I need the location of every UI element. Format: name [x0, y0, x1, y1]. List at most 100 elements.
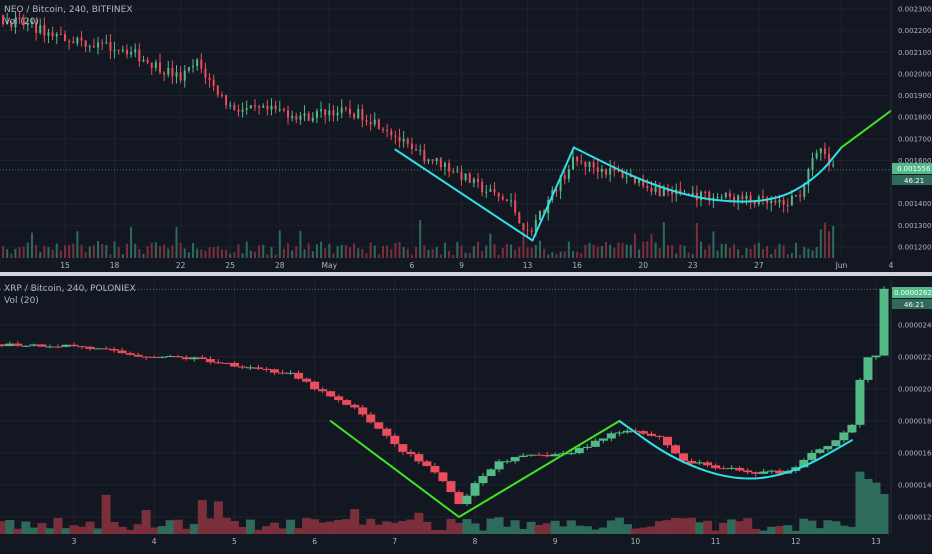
xrp-price-tick: 0.00001400	[898, 482, 932, 490]
neo-volume-bar	[390, 249, 393, 258]
neo-volume-bar	[733, 244, 736, 258]
xrp-candle-body	[743, 470, 753, 473]
xrp-volume-bar	[638, 527, 648, 534]
neo-candle-body	[225, 95, 228, 106]
xrp-price-tick: 0.00002200	[898, 354, 932, 362]
xrp-volume-bar	[534, 524, 544, 534]
neo-volume-bar	[543, 248, 546, 258]
xrp-cyan-curve[interactable]	[618, 420, 853, 480]
neo-volume-bar	[320, 241, 323, 258]
neo-candle-body	[179, 72, 182, 81]
neo-volume-bar	[35, 245, 38, 258]
xrp-candle-body	[502, 461, 512, 463]
xrp-volume-bar	[245, 519, 255, 534]
neo-candle-body	[80, 37, 83, 41]
xrp-candle-body	[109, 349, 119, 351]
neo-candle-body	[518, 212, 521, 224]
neo-volume-bar	[633, 233, 636, 258]
neo-volume-bars	[2, 220, 835, 258]
xrp-candle-body	[13, 343, 23, 346]
xrp-candles	[0, 286, 889, 506]
xrp-btc-panel[interactable]: 0.00002400 0.00002200 0.00002000 0.00001800…	[0, 278, 932, 546]
xrp-date-tick: 13	[871, 537, 881, 546]
neo-volume-bar	[303, 249, 306, 258]
xrp-candle-body	[406, 451, 416, 455]
neo-volume-bar	[518, 246, 521, 258]
xrp-candle-body	[494, 461, 504, 470]
neo-date-tick: 22	[176, 261, 186, 270]
xrp-candle-body	[454, 492, 464, 505]
neo-time-axis[interactable]: 15 18 22 25 28 May 6 9 13 16 20 23 27 Jun 4	[60, 261, 893, 270]
neo-volume-bar	[158, 246, 161, 258]
xrp-date-tick: 9	[553, 537, 558, 546]
xrp-volume-bar	[510, 520, 520, 534]
neo-volume-bar	[526, 247, 529, 258]
xrp-candle-body	[253, 367, 263, 369]
neo-candle-body	[394, 135, 397, 137]
xrp-candle-body	[638, 431, 648, 434]
neo-candle-body	[295, 116, 298, 120]
xrp-candle-body	[261, 368, 271, 370]
neo-candle-body	[287, 110, 290, 118]
xrp-candle-body	[374, 422, 384, 429]
neo-cyan-line-1[interactable]	[394, 146, 575, 242]
neo-volume-bar	[97, 241, 100, 258]
neo-volume-bar	[125, 243, 128, 258]
xrp-time-axis[interactable]: 3 4 5 6 7 8 9 10 11 12 13	[72, 537, 881, 546]
neo-candle-body	[761, 196, 764, 198]
neo-volume-bar	[344, 245, 347, 258]
neo-green-line[interactable]	[840, 109, 892, 149]
neo-candle-body	[258, 106, 261, 108]
xrp-candle-body	[245, 367, 255, 369]
xrp-volume-bar	[807, 520, 817, 534]
xrp-date-tick: 6	[312, 537, 317, 546]
neo-volume-bar	[638, 249, 641, 258]
neo-volume-bar	[551, 252, 554, 258]
xrp-legend-volume: Vol (20)	[4, 296, 39, 306]
xrp-volume-bar	[719, 522, 729, 534]
neo-volume-bar	[423, 245, 426, 258]
neo-volume-bar	[823, 222, 826, 258]
neo-candle-body	[270, 105, 273, 110]
xrp-candle-body	[598, 438, 608, 441]
neo-candle-body	[183, 70, 186, 81]
neo-legend-title: NEO / Bitcoin, 240, BITFINEX	[4, 5, 132, 15]
xrp-candle-body	[125, 353, 135, 355]
neo-candle-body	[369, 121, 372, 125]
neo-volume-bar	[200, 249, 203, 258]
neo-candle-body	[584, 161, 587, 168]
neo-volume-bar	[700, 241, 703, 258]
xrp-candle-body	[237, 366, 247, 368]
neo-cyan-curve[interactable]	[572, 146, 843, 203]
xrp-candle-body	[390, 435, 400, 445]
neo-volume-bar	[386, 245, 389, 258]
neo-volume-bar	[373, 245, 376, 258]
neo-volume-bar	[183, 248, 186, 258]
neo-date-tick: 9	[459, 261, 464, 270]
xrp-green-line-1[interactable]	[329, 420, 621, 518]
neo-volume-bar	[212, 247, 215, 258]
xrp-volume-bar	[671, 517, 680, 534]
neo-candle-body	[328, 110, 331, 116]
xrp-candle-body	[446, 481, 456, 493]
neo-candle-body	[778, 199, 781, 203]
neo-volume-bar	[241, 253, 244, 258]
neo-price-axis[interactable]: 0.002300 0.002200 0.002100 0.002000 0.001900…	[898, 6, 931, 252]
neo-volume-bar	[749, 248, 752, 258]
neo-candle-body	[30, 21, 33, 24]
xrp-price-axis[interactable]: 0.00002400 0.00002200 0.00002000 0.00001800…	[898, 322, 932, 522]
pane-separator[interactable]	[0, 272, 932, 276]
neo-btc-panel[interactable]: 0.002300 0.002200 0.002100 0.002000 0.001900…	[0, 0, 932, 270]
neo-volume-bar	[361, 248, 364, 258]
neo-candle-body	[72, 41, 75, 44]
neo-candle-body	[633, 175, 636, 183]
xrp-volume-bar	[253, 529, 263, 534]
xrp-volume-bar	[494, 517, 504, 534]
neo-candle-body	[192, 66, 195, 68]
xrp-candle-body	[711, 465, 721, 469]
neo-candle-body	[146, 59, 149, 63]
neo-candle-body	[439, 158, 442, 168]
neo-candle-body	[650, 187, 653, 192]
xrp-countdown-bg	[892, 299, 932, 309]
